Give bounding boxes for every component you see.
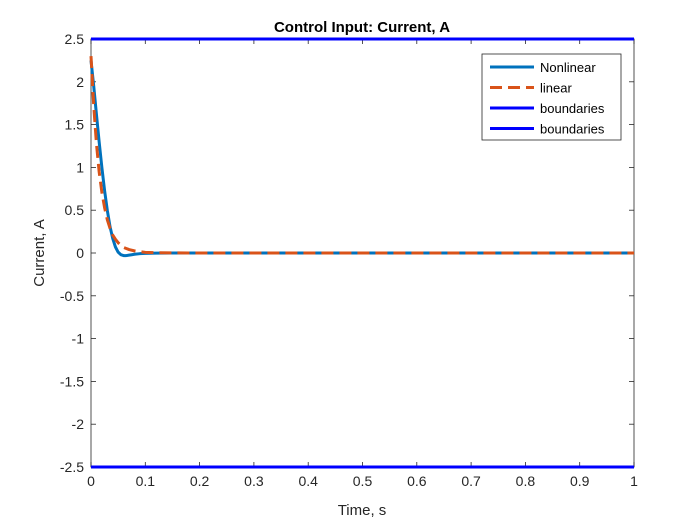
legend-entry-label: boundaries [540,122,605,137]
x-tick-label: 0.9 [570,473,590,489]
x-axis-label: Time, s [338,502,387,519]
y-tick-label: 1.5 [65,117,85,133]
x-tick-label: 0.8 [516,473,536,489]
legend-entry-label: linear [540,81,572,96]
legend: Nonlinear linear boundaries boundaries [481,53,622,141]
x-tick-label: 0.7 [461,473,481,489]
x-tick-label: 0.4 [298,473,318,489]
y-tick-label: 2.5 [65,31,85,47]
y-tick-label: -1.5 [60,373,84,389]
x-tick-label: 0.5 [353,473,373,489]
y-tick-label: 0 [76,245,84,261]
legend-entry-label: boundaries [540,101,605,116]
x-tick-label: 1 [630,473,638,489]
y-tick-label: -1 [72,331,85,347]
y-tick-label: 1 [76,159,84,175]
series-line-nonlinear-0 [89,60,634,258]
series-line-linear-1 [89,56,634,255]
chart-title: Control Input: Current, A [274,19,450,36]
y-tick-label: 2 [76,74,84,90]
x-tick-label: 0.1 [136,473,156,489]
y-tick-label: -2 [72,416,85,432]
legend-entry-label: Nonlinear [540,60,596,75]
x-tick-label: 0 [87,473,95,489]
x-tick-label: 0.6 [407,473,427,489]
y-tick-label: -2.5 [60,459,84,475]
y-tick-label: 0.5 [65,202,85,218]
x-tick-label: 0.3 [244,473,264,489]
x-tick-label: 0.2 [190,473,210,489]
y-axis-label: Current, A [31,219,48,287]
y-tick-label: -0.5 [60,288,84,304]
